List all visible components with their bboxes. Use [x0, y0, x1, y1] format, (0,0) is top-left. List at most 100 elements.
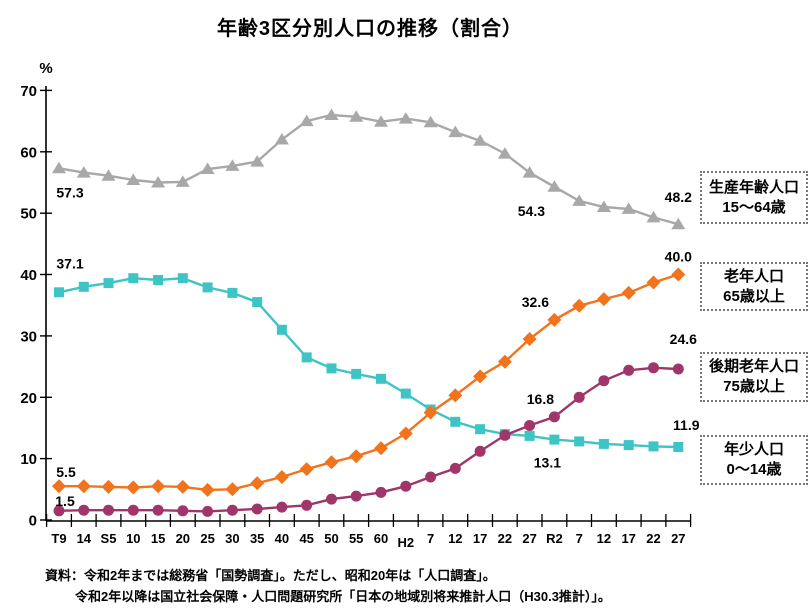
data-point-triangle [398, 112, 413, 124]
data-point-triangle [250, 155, 265, 167]
data-point-labels: 57.3 54.3 48.2 37.1 13.1 11.9 5.5 32.6 40.0 1.5 16… [55, 184, 700, 508]
legend-late-elderly-line1: 後期老年人口 [708, 358, 799, 375]
x-tick-label: 7 [427, 531, 434, 546]
data-point-triangle [101, 169, 116, 181]
x-tick-label: 40 [275, 531, 289, 546]
x-tick-label: 35 [250, 531, 264, 546]
data-point-label-working-age: 54.3 [518, 203, 545, 219]
data-point-circle [127, 504, 139, 516]
legend-elderly-line2: 65歳以上 [723, 287, 785, 305]
data-point-circle [375, 486, 387, 498]
data-point-square [351, 368, 362, 379]
x-tick-label: 30 [225, 531, 239, 546]
x-tick-label: H2 [397, 535, 414, 550]
data-point-circle [78, 504, 90, 516]
x-tick-label: 15 [151, 531, 165, 546]
y-axis-unit: % [39, 60, 52, 77]
data-point-label-young: 11.9 [673, 417, 700, 433]
data-point-square [623, 440, 634, 451]
data-point-square [648, 441, 659, 452]
data-point-circle [350, 490, 362, 502]
data-point-diamond [547, 312, 562, 327]
data-point-square [475, 424, 486, 435]
data-point-triangle [596, 200, 611, 212]
y-tick-label: 60 [20, 144, 37, 161]
x-tick-label: 7 [576, 531, 583, 546]
x-tick-label: 22 [498, 531, 512, 546]
legend-young-line1: 年少人口 [723, 441, 784, 458]
data-point-circle [326, 493, 337, 505]
x-tick-label: 17 [621, 531, 635, 546]
source-note-line1: 資料：令和2年までは総務省「国勢調査」。ただし、昭和20年は「人口調査」。 [45, 568, 496, 583]
data-point-triangle [423, 115, 438, 128]
data-point-square [128, 273, 139, 284]
data-point-triangle [374, 115, 388, 127]
x-axis-ticks: T9 14 S5 10 15 20 25 30 35 40 45 50 55 60 H2 7 12 17 22 27 R… [45, 514, 692, 550]
data-point-circle [400, 480, 412, 492]
x-tick-label: 45 [299, 531, 313, 546]
data-point-label-elderly: 40.0 [665, 249, 692, 265]
x-tick-label: 60 [374, 531, 388, 546]
data-point-circle [226, 504, 238, 516]
data-point-triangle [522, 166, 537, 178]
data-point-diamond [374, 441, 388, 456]
data-point-diamond [349, 449, 364, 464]
data-point-circle [152, 504, 164, 516]
data-point-triangle [126, 173, 141, 185]
data-point-diamond [423, 405, 438, 420]
series-elderly [52, 267, 686, 497]
data-point-diamond [250, 476, 265, 491]
data-point-circle [103, 504, 114, 516]
data-point-diamond [126, 480, 141, 495]
data-point-square [524, 430, 535, 441]
data-point-triangle [324, 108, 339, 120]
data-point-circle [548, 411, 560, 423]
data-point-diamond [646, 275, 661, 290]
data-point-diamond [572, 298, 587, 313]
data-point-triangle [225, 159, 240, 171]
data-point-triangle [274, 133, 289, 145]
data-point-circle [449, 462, 461, 474]
data-point-triangle [76, 166, 91, 178]
data-point-diamond [76, 479, 91, 494]
data-point-diamond [225, 482, 240, 497]
data-point-triangle [349, 110, 364, 122]
data-point-diamond [522, 332, 537, 346]
y-tick-label: 20 [20, 390, 37, 407]
data-point-triangle [497, 147, 512, 159]
x-tick-label: S5 [101, 531, 117, 546]
data-point-diamond [200, 482, 215, 497]
data-point-square [202, 282, 213, 293]
legend-elderly: 老年人口 65歳以上 [700, 262, 808, 311]
legend-young: 年少人口 0～14歳 [700, 435, 808, 485]
data-point-square [78, 281, 89, 292]
x-tick-label: 10 [126, 531, 140, 546]
data-point-triangle [151, 176, 166, 188]
data-point-circle [499, 429, 511, 441]
data-point-square [450, 416, 461, 427]
data-point-diamond [324, 455, 339, 470]
data-point-triangle [646, 210, 661, 223]
data-point-triangle [473, 134, 488, 146]
chart-title: 年齢3区分別人口の推移（割合） [216, 18, 524, 40]
x-tick-label: 22 [646, 531, 660, 546]
data-point-square [376, 373, 386, 384]
data-point-square [326, 363, 337, 374]
data-point-diamond [151, 479, 166, 494]
legend-late-elderly: 後期老年人口 75歳以上 [700, 352, 808, 402]
x-tick-label: 25 [200, 531, 214, 546]
data-point-circle [524, 420, 536, 431]
data-point-diamond [398, 426, 413, 441]
series-working-age [52, 108, 686, 230]
x-tick-label: 27 [671, 531, 685, 546]
data-point-label-young: 37.1 [56, 255, 83, 271]
data-point-square [252, 297, 263, 308]
x-tick-label: 50 [324, 531, 338, 546]
data-point-square [549, 434, 560, 445]
data-point-square [673, 442, 684, 452]
data-point-circle [177, 505, 189, 517]
data-point-diamond [671, 267, 686, 282]
data-point-label-working-age: 48.2 [665, 189, 692, 205]
data-point-triangle [621, 202, 636, 214]
